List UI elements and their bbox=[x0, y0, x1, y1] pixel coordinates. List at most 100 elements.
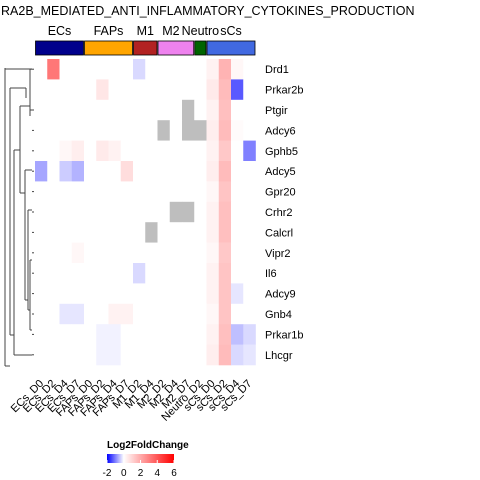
heatmap-cell bbox=[108, 201, 122, 223]
heatmap-cell bbox=[169, 303, 183, 325]
heatmap-cell bbox=[71, 242, 85, 264]
heatmap-cell bbox=[145, 161, 158, 182]
heatmap-cell bbox=[231, 140, 244, 162]
heatmap-cell bbox=[182, 79, 195, 101]
heatmap-cell bbox=[218, 344, 232, 366]
heatmap-cell bbox=[231, 79, 244, 101]
heatmap-cell bbox=[133, 283, 146, 305]
heatmap-cell bbox=[231, 201, 244, 223]
group-bar bbox=[133, 40, 158, 56]
heatmap-cell bbox=[206, 222, 220, 243]
heatmap-cell bbox=[206, 344, 220, 366]
heatmap-cell bbox=[133, 59, 146, 80]
heatmap-cell bbox=[84, 140, 97, 162]
heatmap-cell bbox=[169, 242, 183, 264]
heatmap-cell bbox=[71, 222, 85, 243]
heatmap-cell bbox=[96, 59, 109, 80]
heatmap-cell bbox=[120, 283, 134, 305]
heatmap-cell bbox=[133, 79, 146, 101]
heatmap-cell bbox=[35, 283, 48, 305]
heatmap-cell bbox=[231, 344, 244, 366]
heatmap-cell bbox=[71, 283, 85, 305]
heatmap-cell bbox=[231, 99, 244, 121]
row-label: Il6 bbox=[265, 268, 277, 280]
heatmap-cell bbox=[169, 59, 183, 80]
heatmap-cell bbox=[194, 222, 207, 243]
group-label: M1 bbox=[137, 24, 154, 38]
heatmap-cell bbox=[206, 201, 220, 223]
heatmap-cell bbox=[47, 303, 60, 325]
heatmap-cell bbox=[120, 59, 134, 80]
heatmap-cell bbox=[133, 303, 146, 325]
heatmap-cell bbox=[133, 120, 146, 141]
heatmap-cell bbox=[194, 161, 207, 182]
heatmap-cell bbox=[84, 201, 97, 223]
heatmap-cell bbox=[35, 222, 48, 243]
heatmap-cell bbox=[71, 99, 85, 121]
heatmap-cell bbox=[59, 263, 73, 284]
heatmap-cell bbox=[218, 303, 232, 325]
heatmap-cell bbox=[182, 324, 195, 345]
heatmap-cell bbox=[120, 303, 134, 325]
heatmap-cell bbox=[96, 242, 109, 264]
heatmap-cell bbox=[71, 201, 85, 223]
heatmap-cell bbox=[120, 242, 134, 264]
heatmap-cell bbox=[218, 140, 232, 162]
heatmap-cell bbox=[194, 263, 207, 284]
heatmap-cell bbox=[194, 324, 207, 345]
heatmap-cell bbox=[194, 201, 207, 223]
heatmap-cell bbox=[47, 161, 60, 182]
heatmap-cell bbox=[231, 181, 244, 203]
heatmap-cell bbox=[182, 344, 195, 366]
heatmap-cell bbox=[157, 140, 171, 162]
heatmap-cell bbox=[231, 263, 244, 284]
heatmap-cell bbox=[71, 181, 85, 203]
heatmap-cell bbox=[84, 263, 97, 284]
heatmap-cell bbox=[218, 161, 232, 182]
heatmap-cell bbox=[84, 181, 97, 203]
heatmap-cell bbox=[120, 201, 134, 223]
legend-title: Log2FoldChange bbox=[107, 440, 189, 451]
heatmap-cell bbox=[35, 201, 48, 223]
heatmap-cell bbox=[120, 99, 134, 121]
heatmap-cell bbox=[120, 161, 134, 182]
heatmap-cell bbox=[96, 283, 109, 305]
heatmap-cell bbox=[96, 79, 109, 101]
heatmap-cell bbox=[47, 222, 60, 243]
heatmap-cell bbox=[157, 59, 171, 80]
row-label: Lhcgr bbox=[265, 350, 293, 362]
group-bar bbox=[84, 40, 133, 56]
heatmap-cell bbox=[169, 344, 183, 366]
heatmap-cell bbox=[218, 79, 232, 101]
heatmap-cell bbox=[120, 324, 134, 345]
heatmap-cell bbox=[59, 283, 73, 305]
heatmap-cell bbox=[84, 79, 97, 101]
heatmap-cell bbox=[218, 99, 232, 121]
heatmap-cell bbox=[35, 99, 48, 121]
row-labels: Drd1 Prkar2b Ptgir Adcy6 Gphb5 Adcy5 Gpr20 Crhr… bbox=[265, 64, 304, 362]
heatmap-cell bbox=[59, 344, 73, 366]
row-label: Ptgir bbox=[265, 105, 288, 117]
heatmap-cell bbox=[108, 283, 122, 305]
heatmap-cell bbox=[157, 344, 171, 366]
heatmap-cell bbox=[133, 242, 146, 264]
heatmap-cell bbox=[71, 324, 85, 345]
heatmap-cell bbox=[218, 201, 232, 223]
heatmap-cell bbox=[96, 120, 109, 141]
heatmap-cell bbox=[108, 222, 122, 243]
heatmap-cell bbox=[108, 344, 122, 366]
heatmap-cell bbox=[35, 324, 48, 345]
heatmap-cell bbox=[194, 242, 207, 264]
heatmap-cell bbox=[96, 99, 109, 121]
heatmap-cell bbox=[169, 263, 183, 284]
heatmap-cell bbox=[108, 303, 122, 325]
heatmap-cell bbox=[157, 161, 171, 182]
heatmap-cell bbox=[47, 99, 60, 121]
heatmap-cell bbox=[133, 161, 146, 182]
heatmap-cell bbox=[182, 303, 195, 325]
heatmap-cell bbox=[71, 59, 85, 80]
heatmap-cell bbox=[206, 99, 220, 121]
heatmap-cell bbox=[243, 324, 256, 345]
heatmap-cell bbox=[243, 120, 256, 141]
heatmap-cell bbox=[206, 79, 220, 101]
